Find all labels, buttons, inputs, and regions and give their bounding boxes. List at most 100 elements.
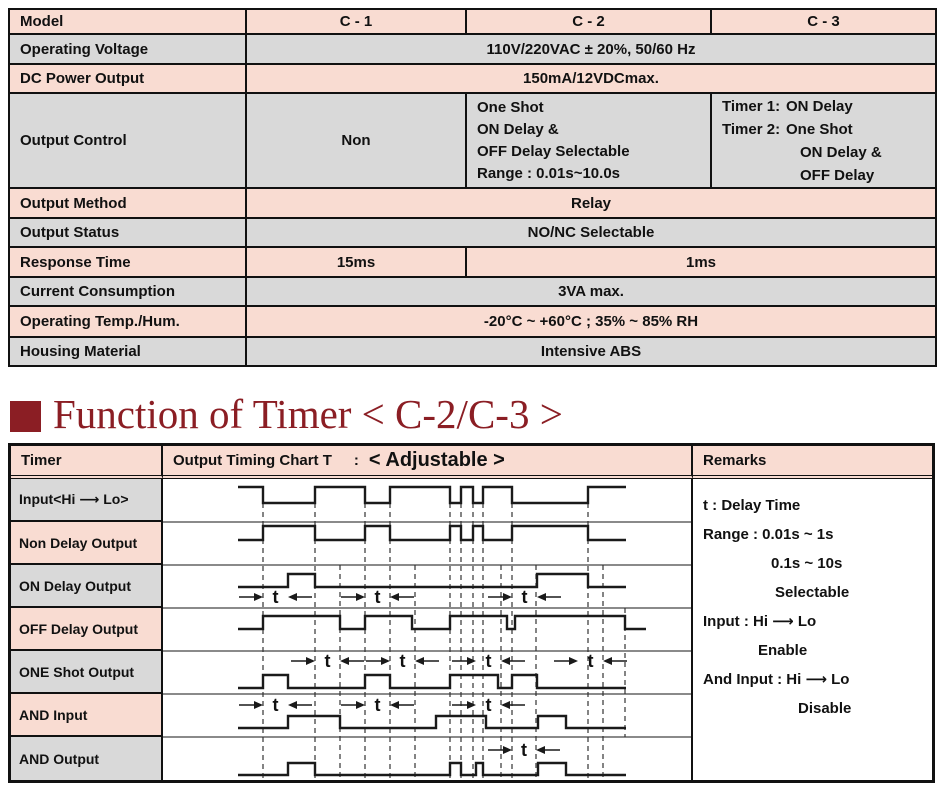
marker-arrow-right-icon — [356, 701, 365, 709]
delay-time-label: t — [522, 587, 528, 607]
marker-arrow-right-icon — [503, 593, 512, 601]
output-control-c2: One Shot ON Delay & OFF Delay Selectable… — [465, 92, 712, 189]
spec-row-housing-material: Housing Material Intensive ABS — [8, 336, 937, 367]
marker-arrow-right-icon — [467, 701, 476, 709]
spec-row-dc-power: DC Power Output 150mA/12VDCmax. — [8, 63, 937, 94]
operating-voltage-value: 110V/220VAC ± 20%, 50/60 Hz — [245, 33, 937, 65]
marker-arrow-left-icon — [603, 657, 612, 665]
spec-row-output-control: Output Control Non One Shot ON Delay & O… — [8, 92, 937, 189]
timer2-value: One Shot — [786, 120, 853, 138]
spec-label-housing-material: Housing Material — [8, 336, 247, 367]
delay-time-label: t — [273, 695, 279, 715]
marker-arrow-left-icon — [340, 657, 349, 665]
spec-row-operating-temp: Operating Temp./Hum. -20°C ~ +60°C ; 35%… — [8, 305, 937, 338]
waveform-input-hi-lo- — [238, 485, 626, 505]
marker-arrow-right-icon — [503, 746, 512, 754]
timer1-line: Timer 1: ON Delay — [722, 95, 925, 118]
remark-line: t : Delay Time — [703, 497, 801, 514]
response-time-c2-c3: 1ms — [465, 246, 937, 278]
timer2-line: OFF Delay — [800, 166, 875, 184]
timing-header-chart: Output Timing Chart T : < Adjustable > — [163, 446, 693, 479]
spec-label-output-status: Output Status — [8, 217, 247, 248]
timer1-label: Timer 1: — [722, 97, 781, 115]
spec-label-operating-voltage: Operating Voltage — [8, 33, 247, 65]
spec-label-dc-power: DC Power Output — [8, 63, 247, 94]
spec-label-response-time: Response Time — [8, 246, 247, 278]
spec-label-current-consumption: Current Consumption — [8, 276, 247, 307]
timing-remarks-cell: t : Delay Time Range : 0.01s ~ 1s 0.1s ~… — [693, 479, 932, 780]
waveform-off-delay-output — [238, 614, 646, 631]
spec-row-response-time: Response Time 15ms 1ms — [8, 246, 937, 278]
response-time-c1: 15ms — [245, 246, 467, 278]
timing-row-label-non-delay: Non Delay Output — [11, 522, 163, 565]
spec-row-operating-voltage: Operating Voltage 110V/220VAC ± 20%, 50/… — [8, 33, 937, 65]
delay-time-label: t — [521, 740, 527, 760]
output-control-c2-line: Range : 0.01s~10.0s — [477, 164, 621, 182]
timing-table: Timer Output Timing Chart T : < Adjustab… — [8, 443, 935, 783]
spec-label-model: Model — [8, 8, 247, 35]
timing-row-label-on-delay: ON Delay Output — [11, 565, 163, 608]
output-control-c2-line: One Shot — [477, 98, 544, 116]
section-heading-text: Function of Timer < C-2/C-3 > — [53, 391, 563, 437]
model-c3: C - 3 — [710, 8, 937, 35]
spec-label-output-control: Output Control — [8, 92, 247, 189]
waveform-on-delay-output — [238, 572, 626, 589]
timing-chart-svg: t t t t t t t t t t t — [163, 485, 691, 778]
spec-row-model: Model C - 1 C - 2 C - 3 — [8, 8, 937, 35]
marker-arrow-right-icon — [381, 657, 390, 665]
spec-row-output-method: Output Method Relay — [8, 187, 937, 219]
marker-arrow-right-icon — [569, 657, 578, 665]
remark-line: Input : Hi ⟶ Lo — [703, 613, 817, 630]
spec-label-operating-temp: Operating Temp./Hum. — [8, 305, 247, 338]
delay-time-label: t — [486, 651, 492, 671]
remark-line: Selectable — [775, 584, 850, 601]
remark-line: Enable — [758, 642, 808, 659]
waveform-and-input — [238, 714, 626, 730]
delay-time-label: t — [375, 587, 381, 607]
timing-row-label-and-input: AND Input — [11, 694, 163, 737]
timing-row-label-input: Input<Hi ⟶ Lo> — [11, 479, 163, 522]
output-control-c2-line: ON Delay & — [477, 120, 559, 138]
output-control-c2-line: OFF Delay Selectable — [477, 142, 630, 160]
marker-arrow-right-icon — [306, 657, 315, 665]
model-c1: C - 1 — [245, 8, 467, 35]
remark-line: And Input : Hi ⟶ Lo — [703, 671, 850, 688]
operating-temp-value: -20°C ~ +60°C ; 35% ~ 85% RH — [245, 305, 937, 338]
marker-arrow-left-icon — [501, 701, 510, 709]
housing-material-value: Intensive ABS — [245, 336, 937, 367]
square-bullet-icon — [10, 400, 41, 432]
delay-time-label: t — [325, 651, 331, 671]
delay-time-label: t — [375, 695, 381, 715]
dc-power-value: 150mA/12VDCmax. — [245, 63, 937, 94]
timing-chart-title: Output Timing Chart T — [173, 452, 332, 469]
timer2-line: ON Delay & — [800, 143, 882, 161]
marker-arrow-left-icon — [415, 657, 424, 665]
spec-table: Model C - 1 C - 2 C - 3 Operating Voltag… — [8, 8, 937, 367]
timing-chart-cell: t t t t t t t t t t t — [163, 479, 693, 780]
waveform-one-shot-output — [238, 673, 626, 690]
output-method-value: Relay — [245, 187, 937, 219]
marker-arrow-left-icon — [390, 593, 399, 601]
marker-arrow-right-icon — [254, 701, 263, 709]
marker-arrow-left-icon — [288, 701, 297, 709]
timer2-line: Timer 2: One Shot — [722, 118, 925, 141]
timing-row-label-and-output: AND Output — [11, 737, 163, 780]
timer2-label: Timer 2: — [722, 120, 781, 138]
current-consumption-value: 3VA max. — [245, 276, 937, 307]
marker-arrow-right-icon — [254, 593, 263, 601]
marker-arrow-left-icon — [390, 701, 399, 709]
timing-header-remarks: Remarks — [693, 446, 932, 479]
timing-header-timer: Timer — [11, 446, 163, 479]
remark-line: Range : 0.01s ~ 1s — [703, 526, 834, 543]
output-control-c1: Non — [245, 92, 467, 189]
spec-label-output-method: Output Method — [8, 187, 247, 219]
waveform-non-delay-output — [238, 524, 626, 542]
spec-row-current-consumption: Current Consumption 3VA max. — [8, 276, 937, 307]
timing-chart-colon: : — [353, 452, 359, 469]
marker-arrow-left-icon — [537, 593, 546, 601]
delay-time-label: t — [486, 695, 492, 715]
timing-chart-adjustable: < Adjustable > — [368, 449, 505, 471]
timer1-value: ON Delay — [786, 97, 853, 115]
model-c2: C - 2 — [465, 8, 712, 35]
section-heading: Function of Timer < C-2/C-3 > — [10, 390, 563, 438]
